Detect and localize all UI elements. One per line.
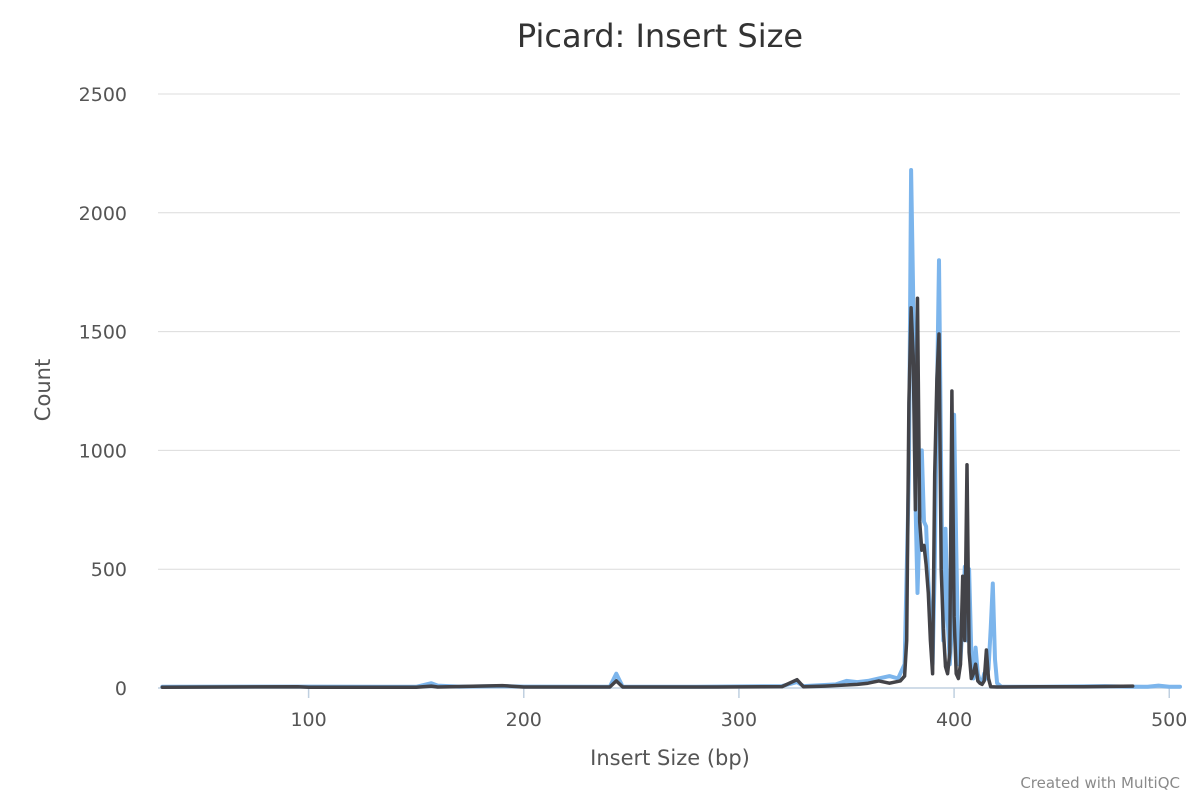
series-line-1[interactable] (160, 168, 1182, 689)
y-tick-label-0: 0 (115, 678, 127, 700)
y-tick-label-500: 500 (91, 559, 127, 581)
gridlines (158, 93, 1180, 570)
x-axis-tick-labels: 100 200 300 400 500 (290, 688, 1187, 731)
x-tick-label-400: 400 (936, 709, 972, 731)
y-tick-label-1500: 1500 (79, 322, 127, 344)
y-tick-label-1000: 1000 (79, 440, 127, 462)
series-lines[interactable] (160, 168, 1182, 690)
y-tick-label-2000: 2000 (79, 203, 127, 225)
x-axis-title: Insert Size (bp) (590, 746, 750, 770)
x-tick-label-300: 300 (721, 709, 757, 731)
chart-title: Picard: Insert Size (517, 17, 803, 55)
x-tick-label-200: 200 (506, 709, 542, 731)
x-tick-label-500: 500 (1151, 709, 1187, 731)
series-line-2[interactable] (160, 296, 1135, 690)
y-axis-title: Count (31, 359, 55, 421)
y-tick-label-2500: 2500 (79, 84, 127, 106)
credit-link[interactable]: Created with MultiQC (1020, 774, 1180, 792)
y-axis-tick-labels: 0 500 1000 1500 2000 2500 (79, 84, 127, 700)
x-tick-label-100: 100 (290, 709, 326, 731)
